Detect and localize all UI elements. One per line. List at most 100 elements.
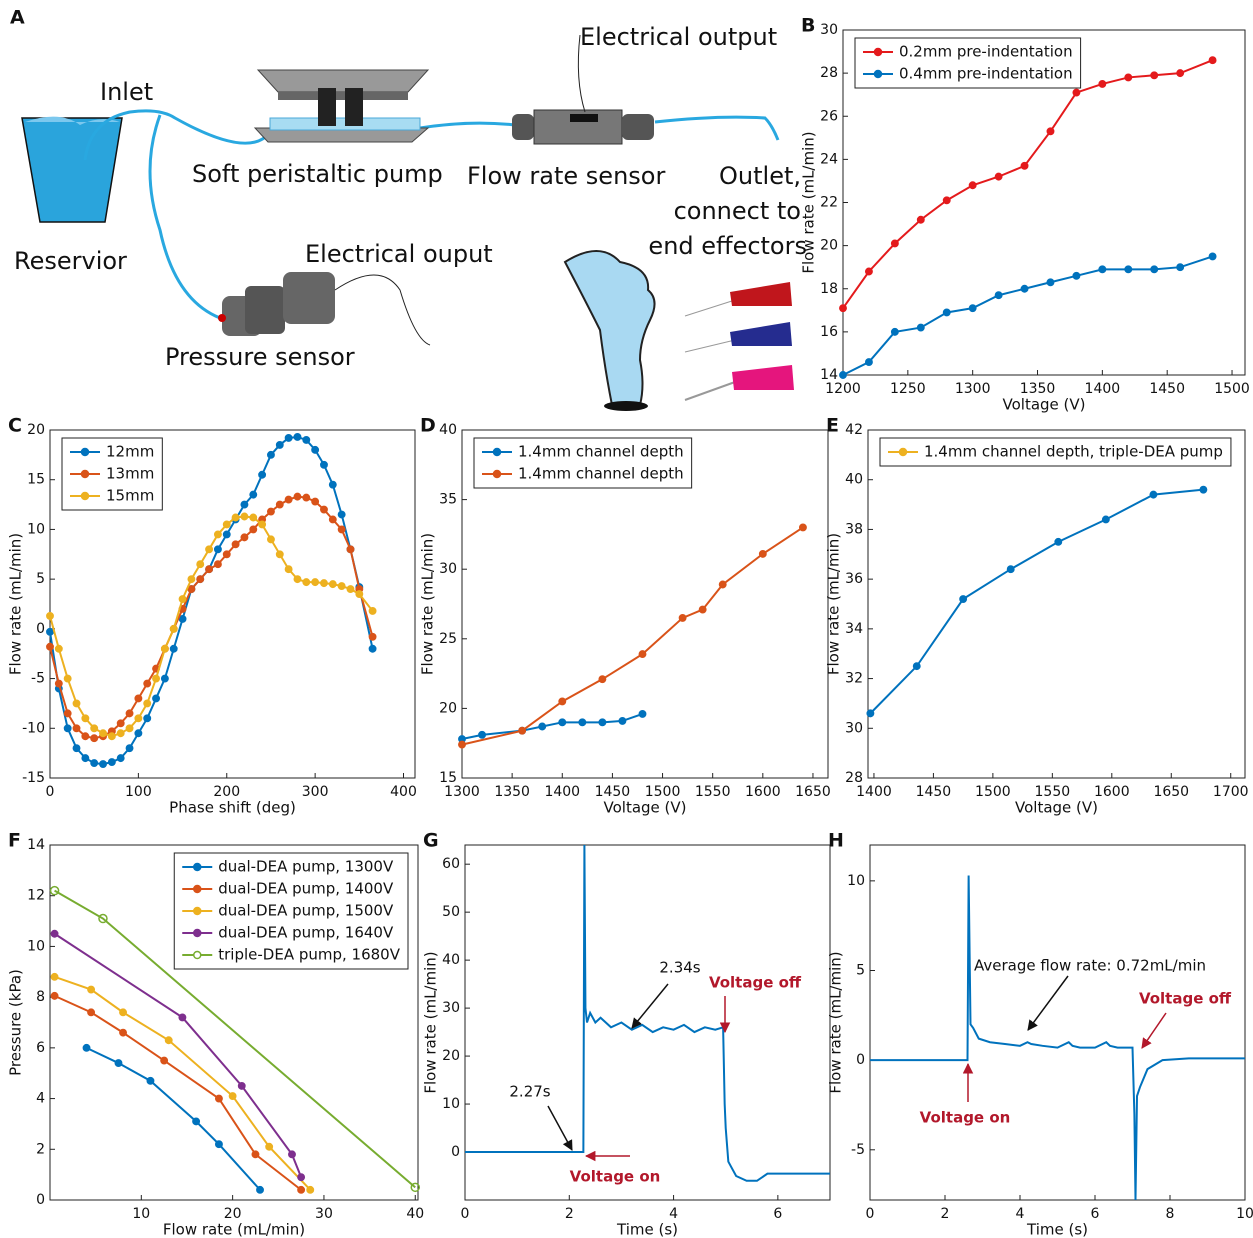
annotation-arrow [547,1105,573,1151]
legend-label: dual-DEA pump, 1300V [218,858,394,876]
x-tick-label: 10 [1236,1206,1253,1222]
y-tick-label: 8 [36,989,45,1005]
x-tick-label: 8 [1166,1206,1175,1222]
panel-label: G [423,830,439,852]
data-point [994,172,1003,181]
data-point [578,718,587,727]
needle-hub [730,282,792,306]
data-point [275,500,284,509]
y-tick-label: -10 [22,720,45,736]
series-line [870,875,1245,1201]
data-point [1176,69,1185,78]
series-line [842,255,1213,376]
y-tick-label: 26 [820,108,838,124]
y-tick-label: 0 [451,1144,460,1160]
data-point [916,323,925,332]
panel-label: D [420,415,436,437]
data-point [293,575,302,584]
data-point [116,729,125,738]
data-point [63,709,72,718]
chart: 1400 1450 1500 1550 1600 1650 1700 28 30 32 34 36 38… [825,415,1249,817]
data-point [160,1056,169,1065]
legend-swatch [80,447,90,457]
x-tick-label: 300 [302,784,329,800]
y-tick-label: -15 [22,770,45,786]
data-point [249,513,258,522]
data-point [1054,537,1063,546]
legend: 1.4mm channel depth 1.4mm channel depth [473,437,693,489]
data-point [46,611,54,620]
y-tick-label: 20 [27,422,45,438]
data-point [134,714,143,723]
tube [419,121,516,130]
data-point [99,729,107,738]
diagram-label: Reservior [14,247,127,275]
legend-swatch [873,47,883,57]
data-point [114,1059,123,1068]
y-tick-label: 0 [36,1192,45,1208]
x-tick-label: 1300 [955,381,991,397]
data-point [164,1036,173,1045]
data-point [1020,284,1029,293]
data-point [178,614,187,623]
data-point [72,724,81,733]
x-axis-label: Flow rate (mL/min) [163,1221,305,1238]
y-tick-label: 2 [36,1141,45,1157]
data-point [1101,515,1110,524]
data-point [178,1013,187,1022]
data-point [214,1140,223,1149]
data-point [90,734,99,743]
series-line [86,1046,261,1191]
data-point [1098,79,1107,88]
pump-plate [256,69,430,93]
data-point [50,972,59,981]
data-point [214,1094,223,1103]
y-tick-label: -5 [851,1142,865,1158]
data-point [866,709,875,718]
y-tick-label: 40 [845,472,863,488]
y-axis-label: Flow rate (mL/min) [800,131,818,273]
y-tick-label: 18 [820,281,838,297]
x-tick-label: 1350 [1020,381,1056,397]
y-axis-label: Flow rate (mL/min) [827,951,845,1093]
data-point [240,500,249,509]
diagram-label: Flow rate sensor [467,162,665,190]
data-point [410,1182,421,1193]
y-axis-label: Flow rate (mL/min) [422,951,440,1093]
data-point [119,1028,128,1037]
legend-label: triple-DEA pump, 1680V [218,946,400,964]
data-point [119,1008,128,1017]
x-axis-label: Voltage (V) [1003,396,1086,414]
x-tick-label: 1300 [444,784,480,800]
needle-hub [732,365,794,390]
y-tick-label: 30 [845,720,863,736]
reservoir [21,117,123,223]
data-point [275,440,284,449]
legend-frame [854,37,1082,89]
y-tick-label: 34 [845,621,863,637]
x-tick-label: 1400 [1085,381,1121,397]
data-point [222,530,231,539]
y-tick-label: 40 [442,952,460,968]
data-point [912,662,921,671]
y-tick-label: 20 [442,1048,460,1064]
y-tick-label: 16 [820,324,838,340]
data-point [107,758,116,767]
series-line [461,526,804,746]
data-point [256,1185,264,1194]
y-tick-label: 30 [442,1000,460,1016]
y-tick-label: 15 [439,770,457,786]
y-tick-label: -5 [31,671,45,687]
annotation-arrow [1141,1012,1167,1049]
data-point [1208,56,1217,65]
data-point [87,985,96,994]
chart: 10 20 30 40 0 2 4 6 8 10 12 14 Flow rate (mL/min) Pre… [7,830,425,1238]
data-point [46,627,54,636]
legend-label: 1.4mm channel depth [518,465,684,483]
x-tick-label: 1350 [494,784,530,800]
legend-swatch [193,928,202,938]
y-tick-label: 12 [27,888,45,904]
data-point [275,550,284,559]
y-tick-label: 32 [845,671,863,687]
